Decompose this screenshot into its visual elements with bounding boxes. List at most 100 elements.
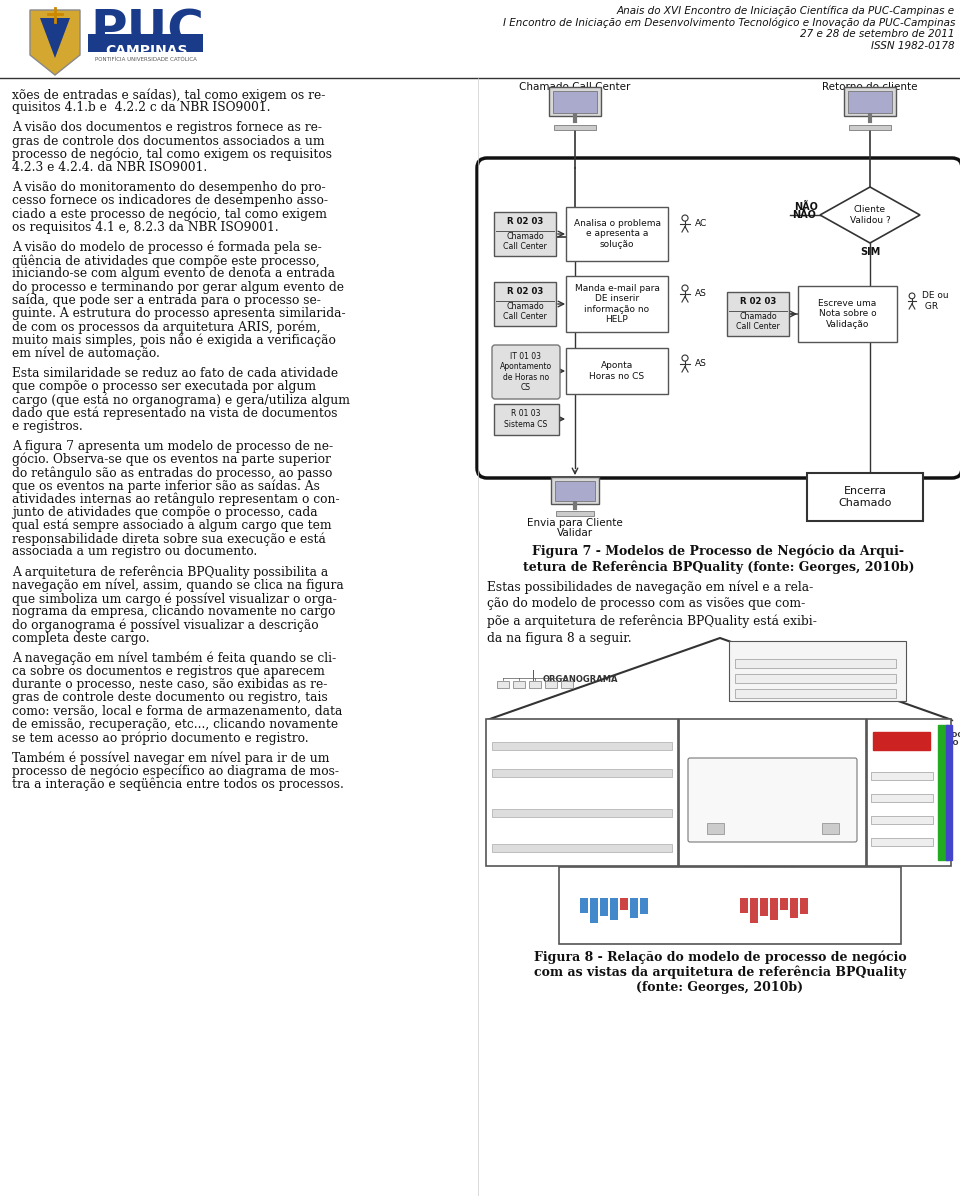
Text: REGISTRO R 02 03 – CHAMADO CALL CENTER: REGISTRO R 02 03 – CHAMADO CALL CENTER	[492, 738, 616, 743]
Text: AS: AS	[695, 359, 708, 368]
Text: ISSN 1982-0178: ISSN 1982-0178	[872, 41, 955, 51]
Text: Aponta
Horas no CS: Aponta Horas no CS	[589, 361, 644, 380]
Text: PONTIFÍCIA UNIVERSIDADE CATÓLICA: PONTIFÍCIA UNIVERSIDADE CATÓLICA	[95, 57, 197, 62]
Text: junto de atividades que compõe o processo, cada: junto de atividades que compõe o process…	[12, 506, 318, 519]
Text: Chamado Call Center: Chamado Call Center	[519, 83, 631, 92]
FancyBboxPatch shape	[871, 771, 933, 780]
Bar	[580, 898, 588, 913]
Text: MODELO DE UM PROCESSO
DE NEGÓCIO: MODELO DE UM PROCESSO DE NEGÓCIO	[719, 855, 826, 868]
Text: I Encontro de Iniciação em Desenvolvimento Tecnológico e Inovação da PUC-Campina: I Encontro de Iniciação em Desenvolvimen…	[503, 17, 955, 28]
Text: muito mais simples, pois não é exigida a verificação: muito mais simples, pois não é exigida a…	[12, 334, 336, 347]
Text: A visão do monitoramento do desempenho do pro-: A visão do monitoramento do desempenho d…	[12, 182, 325, 194]
Bar	[640, 898, 648, 914]
FancyBboxPatch shape	[566, 276, 668, 332]
Polygon shape	[820, 187, 920, 243]
Text: se tem acesso ao próprio documento e registro.: se tem acesso ao próprio documento e reg…	[12, 731, 308, 744]
Text: DOCUMENTOS E REGISTROS: DOCUMENTOS E REGISTROS	[521, 730, 642, 739]
FancyBboxPatch shape	[88, 33, 203, 51]
FancyBboxPatch shape	[492, 769, 672, 777]
Text: A arquitetura de referência BPQuality possibilita a: A arquitetura de referência BPQuality po…	[12, 566, 328, 579]
Bar	[780, 898, 788, 910]
Text: responsabilidade direta sobre sua execução e está: responsabilidade direta sobre sua execuç…	[12, 532, 325, 545]
Text: de emissão, recuperação, etc..., clicando novamente: de emissão, recuperação, etc..., clicand…	[12, 718, 338, 731]
Text: R 02 03: R 02 03	[740, 297, 777, 306]
Text: guinte. A estrutura do processo apresenta similarida-: guinte. A estrutura do processo apresent…	[12, 307, 346, 321]
Text: SIM: SIM	[860, 248, 880, 257]
FancyBboxPatch shape	[529, 681, 541, 688]
Text: Escreve uma
Nota sobre o
Validação: Escreve uma Nota sobre o Validação	[818, 299, 876, 329]
Text: Validar: Validar	[557, 527, 593, 538]
Text: iniciando-se com algum evento de denota a entrada: iniciando-se com algum evento de denota …	[12, 268, 335, 280]
Text: REGRAS DE CONTROLE DO DOCUMENTO: REGRAS DE CONTROLE DO DOCUMENTO	[492, 840, 603, 846]
FancyBboxPatch shape	[729, 641, 906, 701]
FancyBboxPatch shape	[553, 91, 597, 114]
FancyBboxPatch shape	[492, 344, 560, 399]
Text: Analisa o problema
e apresenta a
solução: Analisa o problema e apresenta a solução	[573, 219, 660, 249]
Text: tra a interação e seqüência entre todos os processos.: tra a interação e seqüência entre todos …	[12, 777, 344, 791]
Text: nograma da empresa, clicando novamente no cargo: nograma da empresa, clicando novamente n…	[12, 605, 335, 618]
Bar	[620, 898, 628, 910]
Text: associada a um registro ou documento.: associada a um registro ou documento.	[12, 545, 257, 559]
Text: IT 01 03
Apontamento
de Horas no
CS: IT 01 03 Apontamento de Horas no CS	[500, 352, 552, 392]
Text: Chamado
Call Center: Chamado Call Center	[736, 312, 780, 331]
Bar	[770, 898, 778, 920]
Bar	[610, 898, 618, 920]
Circle shape	[682, 285, 688, 291]
FancyBboxPatch shape	[494, 282, 556, 327]
Text: Figura 8 - Relação do modelo de processo de negócio
com as vistas da arquitetura: Figura 8 - Relação do modelo de processo…	[534, 950, 906, 994]
Text: NÃO: NÃO	[792, 210, 816, 220]
Text: xões de entradas e saídas), tal como exigem os re-: xões de entradas e saídas), tal como exi…	[12, 89, 325, 102]
FancyBboxPatch shape	[734, 689, 896, 697]
Text: navegação em nível, assim, quando se clica na figura: navegação em nível, assim, quando se cli…	[12, 579, 344, 592]
Text: dado que está representado na vista de documentos: dado que está representado na vista de d…	[12, 407, 338, 420]
Text: do retângulo são as entradas do processo, ao passo: do retângulo são as entradas do processo…	[12, 466, 332, 480]
Text: A figura 7 apresenta um modelo de processo de ne-: A figura 7 apresenta um modelo de proces…	[12, 440, 333, 453]
FancyBboxPatch shape	[492, 808, 672, 817]
Text: MONITORAMENTO DO DESEMPENHO DO PROCESSO: MONITORAMENTO DO DESEMPENHO DO PROCESSO	[629, 878, 830, 884]
Text: INSTRUÇÃO DE TRABALHO IT 01 03 –
APONTAMENTO DE HORAS NO CS: INSTRUÇÃO DE TRABALHO IT 01 03 – APONTAM…	[492, 805, 593, 817]
Bar	[750, 898, 758, 923]
Text: A visão do modelo de processo é formada pela se-: A visão do modelo de processo é formada …	[12, 242, 322, 255]
Text: DE ou
 GR: DE ou GR	[922, 292, 948, 311]
Text: A navegação em nível também é feita quando se cli-: A navegação em nível também é feita quan…	[12, 652, 336, 665]
Text: Chamado
Call Center: Chamado Call Center	[503, 232, 547, 251]
Text: 27 e 28 de setembro de 2011: 27 e 28 de setembro de 2011	[801, 29, 955, 39]
FancyBboxPatch shape	[848, 91, 892, 114]
FancyBboxPatch shape	[873, 732, 930, 750]
Text: cargo (que está no organograma) e gera/utiliza algum: cargo (que está no organograma) e gera/u…	[12, 393, 350, 407]
Text: qüência de atividades que compõe este processo,: qüência de atividades que compõe este pr…	[12, 255, 320, 268]
FancyBboxPatch shape	[566, 348, 668, 393]
Text: os requisitos 4.1 e, 8.2.3 da NBR ISO9001.: os requisitos 4.1 e, 8.2.3 da NBR ISO900…	[12, 221, 278, 233]
Text: DESCRIÇÃO DOS
CARGOS: DESCRIÇÃO DOS CARGOS	[782, 648, 853, 670]
FancyBboxPatch shape	[555, 481, 595, 501]
FancyBboxPatch shape	[727, 292, 789, 336]
FancyBboxPatch shape	[554, 124, 596, 130]
Text: que simboliza um cargo é possível visualizar o orga-: que simboliza um cargo é possível visual…	[12, 592, 337, 605]
Text: Esta similaridade se reduz ao fato de cada atividade: Esta similaridade se reduz ao fato de ca…	[12, 367, 338, 380]
Text: ORGANOGRAMA: ORGANOGRAMA	[542, 676, 617, 684]
Text: Cliente
Validou ?: Cliente Validou ?	[850, 206, 890, 225]
FancyBboxPatch shape	[486, 719, 678, 866]
FancyBboxPatch shape	[807, 472, 923, 521]
FancyBboxPatch shape	[849, 124, 891, 130]
Text: AS: AS	[695, 289, 708, 298]
Bar	[790, 898, 798, 919]
Polygon shape	[30, 10, 80, 75]
FancyBboxPatch shape	[492, 742, 672, 750]
FancyBboxPatch shape	[871, 794, 933, 803]
FancyBboxPatch shape	[871, 816, 933, 824]
Bar	[630, 898, 638, 919]
Text: SEQUÊNCIA E INTERAÇÃO DOS
PROCESSOS DE NEGÓCIO: SEQUÊNCIA E INTERAÇÃO DOS PROCESSOS DE N…	[850, 730, 960, 745]
FancyBboxPatch shape	[494, 212, 556, 256]
FancyBboxPatch shape	[566, 207, 668, 261]
Text: de com os processos da arquitetura ARIS, porém,: de com os processos da arquitetura ARIS,…	[12, 321, 321, 334]
Text: completa deste cargo.: completa deste cargo.	[12, 631, 150, 645]
Bar	[600, 898, 608, 916]
Text: do organograma é possível visualizar a descrição: do organograma é possível visualizar a d…	[12, 618, 319, 631]
Text: CAMPINAS: CAMPINAS	[105, 44, 187, 57]
Polygon shape	[40, 18, 70, 57]
Text: Encerra
Chamado: Encerra Chamado	[838, 487, 892, 508]
FancyBboxPatch shape	[734, 659, 896, 667]
Text: e registros.: e registros.	[12, 420, 83, 433]
Text: atividades internas ao retângulo representam o con-: atividades internas ao retângulo represe…	[12, 493, 340, 506]
